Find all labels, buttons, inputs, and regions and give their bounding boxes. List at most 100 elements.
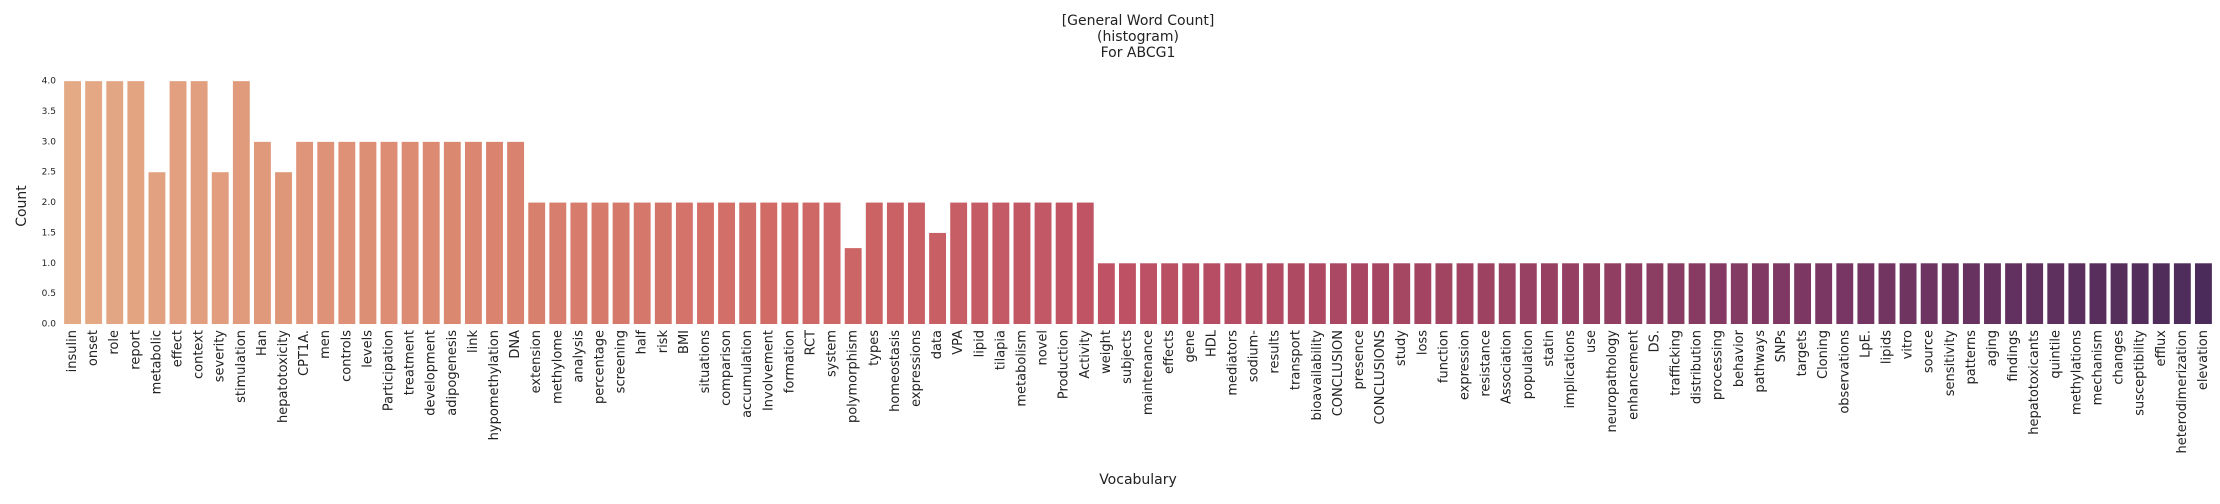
x-tick-label: findings — [2006, 330, 2021, 382]
bar — [1372, 263, 1390, 324]
x-tick-label: CONCLUSION — [1331, 330, 1346, 416]
x-tick-label: VPA — [951, 330, 966, 355]
bar — [1034, 202, 1052, 324]
bar — [2026, 263, 2044, 324]
x-tick-label: role — [107, 330, 122, 355]
x-tick-label: men — [318, 330, 333, 359]
bar — [422, 141, 440, 324]
bar — [1097, 263, 1115, 324]
x-tick-label: Han — [255, 330, 270, 356]
bar — [612, 202, 630, 324]
y-tick-label: 0.5 — [42, 289, 56, 299]
bar — [1773, 263, 1790, 324]
x-tick-label: extension — [529, 330, 544, 393]
bar — [1984, 263, 2001, 324]
bar — [64, 81, 81, 325]
x-tick-label: onset — [86, 330, 101, 366]
bar — [317, 141, 335, 324]
x-tick-label: Production — [1057, 330, 1072, 399]
y-tick-label: 1.0 — [42, 259, 57, 269]
bar — [781, 202, 799, 324]
x-tick-label: pathways — [1753, 330, 1768, 393]
bar — [2005, 263, 2023, 324]
bar — [1245, 263, 1263, 324]
bar — [992, 202, 1010, 324]
bar — [401, 141, 419, 324]
x-tick-label: study — [1394, 330, 1409, 366]
x-tick-label: analysis — [571, 330, 586, 383]
bar — [1055, 202, 1073, 324]
bar — [1224, 263, 1242, 324]
x-tick-label: loss — [1415, 330, 1430, 355]
x-tick-label: stimulation — [234, 330, 249, 403]
x-tick-label: expressions — [909, 330, 924, 407]
x-tick-label: heterodimerization — [2175, 330, 2190, 454]
x-tick-label: implications — [1563, 330, 1578, 409]
x-tick-label: behavior — [1732, 329, 1747, 387]
bar — [1182, 263, 1200, 324]
bar — [886, 202, 904, 324]
bar — [1857, 263, 1875, 324]
bar — [1794, 263, 1812, 324]
x-tick-label: resistance — [1479, 330, 1494, 397]
y-tick-label: 0.0 — [42, 320, 57, 330]
bar — [1688, 263, 1706, 324]
bar — [802, 202, 820, 324]
bar — [1161, 263, 1179, 324]
y-tick-label: 3.5 — [42, 107, 56, 117]
bar — [760, 202, 778, 324]
x-tick-label: percentage — [593, 330, 608, 404]
bar — [697, 202, 714, 324]
bar — [2195, 263, 2212, 324]
bar — [1119, 263, 1136, 324]
y-tick-label: 4.0 — [42, 77, 57, 87]
x-tick-label: controls — [339, 330, 354, 382]
x-tick-label: CONCLUSIONS — [1373, 330, 1388, 425]
bar — [2152, 263, 2170, 324]
bar — [253, 141, 271, 324]
x-tick-label: CPT1A. — [297, 330, 312, 376]
x-tick-label: changes — [2112, 330, 2127, 385]
bar — [232, 81, 250, 325]
bar — [971, 202, 989, 324]
x-tick-label: half — [635, 330, 650, 355]
bar — [169, 81, 187, 325]
x-tick-label: accumulation — [740, 330, 755, 418]
x-tick-label: DS. — [1647, 330, 1662, 352]
bar — [908, 202, 925, 324]
bar — [1920, 263, 1938, 324]
bar — [633, 202, 651, 324]
x-tick-label: patterns — [1964, 330, 1979, 385]
x-tick-label: aging — [1985, 330, 2000, 366]
bar — [1646, 263, 1664, 324]
bar — [1203, 263, 1221, 324]
x-tick-label: system — [825, 330, 840, 377]
x-tick-label: use — [1584, 330, 1599, 353]
bar — [211, 172, 229, 324]
x-tick-label: BMI — [677, 330, 692, 354]
y-tick-label: 2.0 — [42, 198, 57, 208]
bar — [950, 202, 968, 324]
x-tick-label: types — [867, 330, 882, 366]
bar — [591, 202, 609, 324]
bar — [1456, 263, 1474, 324]
bar — [1709, 263, 1727, 324]
x-tick-label: trafficking — [1669, 330, 1684, 396]
bar — [2173, 263, 2191, 324]
chart-subtitle: For ABCG1 — [1101, 45, 1176, 61]
x-tick-label: comparison — [719, 330, 734, 406]
bar — [275, 172, 292, 324]
x-tick-label: sensitivity — [1943, 330, 1958, 397]
x-tick-label: presence — [1352, 330, 1367, 389]
bar — [739, 202, 757, 324]
x-tick-label: Involvement — [761, 330, 776, 411]
bar — [1498, 263, 1516, 324]
bar — [929, 232, 947, 324]
bar — [1076, 202, 1094, 324]
bar — [1308, 263, 1326, 324]
x-tick-label: efflux — [2154, 330, 2169, 367]
bar — [718, 202, 736, 324]
bar — [106, 81, 124, 325]
x-tick-label: transport — [1289, 330, 1304, 390]
